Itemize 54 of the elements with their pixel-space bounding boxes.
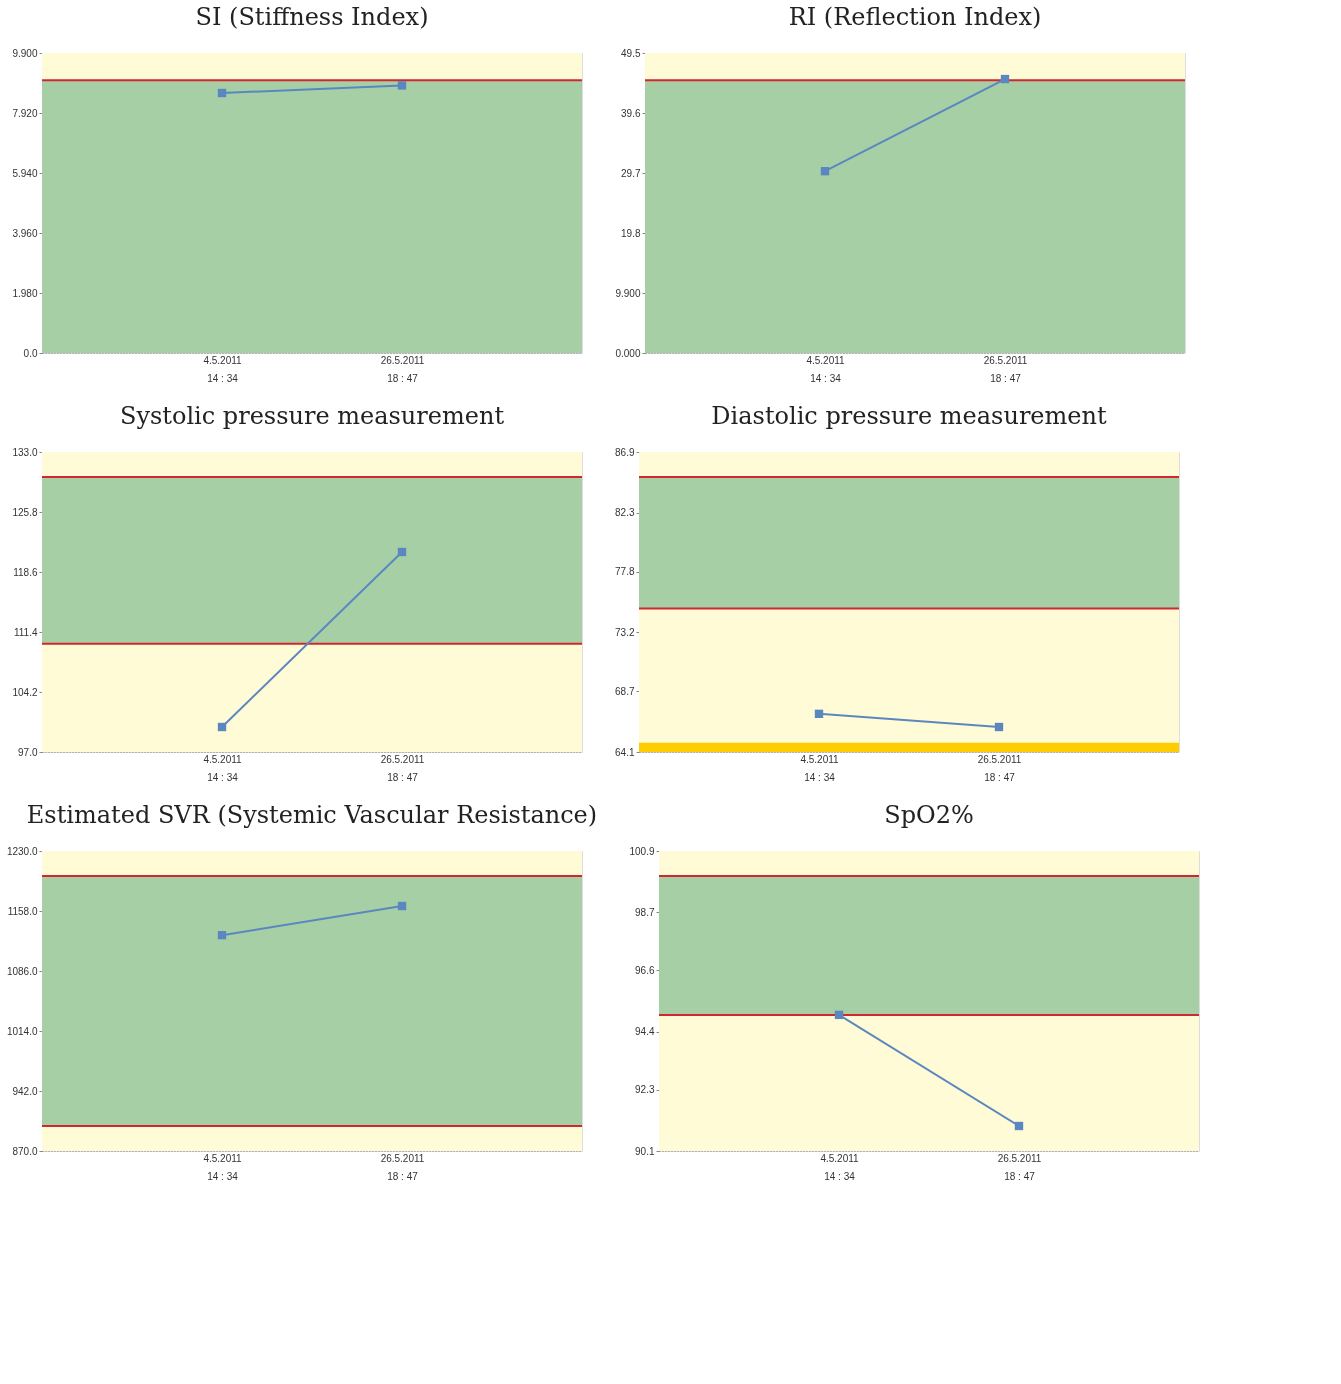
x-tick-label: 26.5.2011 18 : 47: [977, 753, 1022, 783]
y-tick-label: 0.0: [23, 347, 38, 359]
y-tick-label: 29.7: [621, 167, 641, 179]
y-tick-label: 0.000: [615, 347, 641, 359]
y-tick-label: 5.940: [12, 167, 38, 179]
x-tick-label: 4.5.2011 14 : 34: [203, 354, 243, 384]
y-tick-label: 1014.0: [6, 1025, 38, 1037]
y-tick-label: 92.3: [635, 1084, 655, 1096]
y-tick-label: 86.9: [615, 446, 635, 458]
y-tick-label: 82.3: [615, 507, 635, 519]
x-tick-label: 4.5.2011 14 : 34: [800, 753, 840, 783]
y-tick-label: 68.7: [615, 685, 635, 697]
chart-title: Diastolic pressure measurement: [711, 402, 1107, 430]
y-tick-label: 1.980: [12, 287, 38, 299]
y-tick-label: 100.9: [629, 845, 655, 857]
x-tick-label: 26.5.2011 18 : 47: [997, 1152, 1042, 1182]
y-tick-label: 94.4: [635, 1026, 655, 1038]
chart-title: SpO2%: [884, 801, 974, 829]
x-tick-label: 4.5.2011 14 : 34: [203, 753, 243, 783]
y-tick-label: 49.5: [621, 47, 641, 59]
x-tick-label: 26.5.2011 18 : 47: [983, 354, 1028, 384]
y-tick-label: 9.900: [615, 287, 641, 299]
y-tick-label: 942.0: [12, 1085, 38, 1097]
x-tick-label: 4.5.2011 14 : 34: [820, 1152, 860, 1182]
y-tick-label: 1158.0: [7, 905, 38, 917]
x-tick-label: 4.5.2011 14 : 34: [806, 354, 846, 384]
y-tick-label: 118.6: [13, 566, 38, 578]
y-tick-label: 104.2: [12, 686, 38, 698]
y-tick-label: 133.0: [12, 446, 38, 458]
y-tick-label: 870.0: [12, 1145, 38, 1157]
chart-title: SI (Stiffness Index): [195, 3, 429, 31]
y-tick-label: 97.0: [18, 746, 38, 758]
chart-title: Estimated SVR (Systemic Vascular Resistance): [26, 801, 598, 829]
y-tick-label: 90.1: [635, 1145, 655, 1157]
y-tick-label: 39.6: [621, 107, 641, 119]
chart-title: RI (Reflection Index): [788, 3, 1042, 31]
y-tick-label: 19.8: [621, 227, 641, 239]
chart-title: Systolic pressure measurement: [119, 402, 505, 430]
x-tick-label: 26.5.2011 18 : 47: [380, 753, 425, 783]
y-tick-label: 3.960: [12, 227, 38, 239]
x-tick-label: 26.5.2011 18 : 47: [380, 1152, 425, 1182]
y-tick-label: 9.900: [12, 47, 38, 59]
y-tick-label: 1230.0: [6, 845, 38, 857]
y-tick-label: 125.8: [12, 506, 38, 518]
x-tick-label: 26.5.2011 18 : 47: [380, 354, 425, 384]
y-tick-label: 96.6: [635, 964, 655, 976]
y-tick-label: 1086.0: [6, 965, 38, 977]
y-tick-label: 111.4: [13, 626, 38, 638]
y-tick-label: 73.2: [615, 626, 635, 638]
y-tick-label: 7.920: [12, 107, 38, 119]
y-tick-label: 77.8: [615, 566, 635, 578]
x-tick-label: 4.5.2011 14 : 34: [203, 1152, 243, 1182]
y-tick-label: 98.7: [635, 906, 655, 918]
y-tick-label: 64.1: [615, 746, 635, 758]
